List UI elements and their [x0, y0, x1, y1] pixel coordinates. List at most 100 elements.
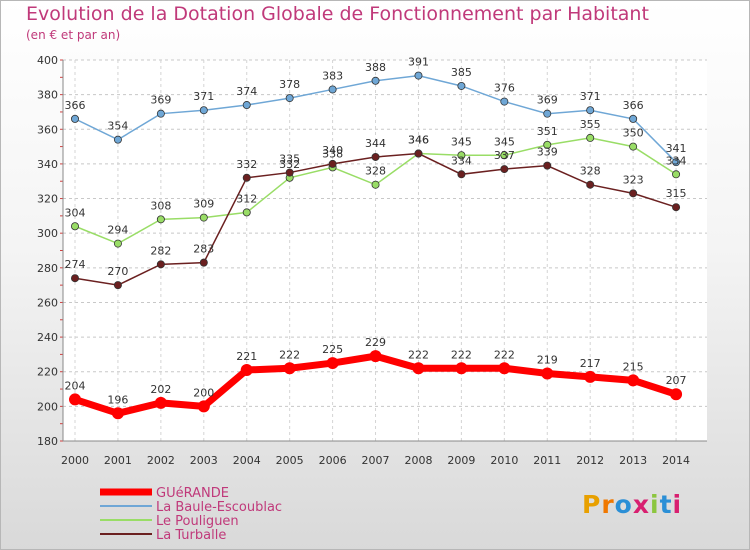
- y-tick-label: 340: [37, 158, 58, 171]
- data-label: 219: [537, 353, 558, 366]
- x-tick-label: 2004: [233, 454, 261, 467]
- x-tick-label: 2007: [362, 454, 390, 467]
- data-point: [285, 168, 294, 177]
- data-label: 217: [580, 357, 601, 370]
- data-label: 334: [451, 154, 472, 167]
- data-label: 294: [107, 224, 128, 237]
- logo-letter: i: [650, 490, 660, 519]
- data-label: 371: [580, 90, 601, 103]
- data-point: [672, 203, 681, 212]
- data-point: [242, 173, 251, 182]
- x-tick-label: 2013: [619, 454, 647, 467]
- data-label: 340: [322, 144, 343, 157]
- data-label: 309: [193, 198, 214, 211]
- data-point: [156, 215, 165, 224]
- x-tick-label: 2008: [404, 454, 432, 467]
- data-label: 376: [494, 82, 515, 95]
- data-label: 345: [451, 135, 472, 148]
- data-point: [371, 180, 380, 189]
- data-label: 202: [150, 383, 171, 396]
- data-label: 366: [65, 99, 86, 112]
- data-label: 351: [537, 125, 558, 138]
- data-point: [113, 135, 122, 144]
- data-point: [69, 393, 81, 406]
- data-label: 371: [193, 90, 214, 103]
- data-point: [113, 239, 122, 248]
- logo-letter: i: [672, 490, 683, 519]
- data-label: 312: [236, 192, 257, 205]
- data-label: 354: [107, 120, 128, 133]
- legend-label: GUéRANDE: [156, 486, 229, 501]
- logo-letter: r: [601, 490, 615, 519]
- data-label: 222: [279, 348, 300, 361]
- y-tick-label: 200: [37, 400, 58, 413]
- data-point: [71, 222, 80, 231]
- data-point: [199, 258, 208, 267]
- data-label: 341: [666, 142, 687, 155]
- x-tick-label: 2011: [533, 454, 561, 467]
- data-label: 328: [365, 165, 386, 178]
- data-label: 369: [537, 94, 558, 107]
- data-point: [369, 350, 382, 363]
- data-point: [543, 109, 552, 118]
- data-point: [285, 94, 294, 103]
- data-label: 332: [279, 158, 300, 171]
- x-tick-label: 2009: [447, 454, 475, 467]
- data-point: [199, 213, 208, 222]
- data-point: [457, 170, 466, 179]
- data-point: [199, 106, 208, 115]
- data-point: [412, 362, 425, 375]
- logo-letter: P: [582, 490, 602, 519]
- y-tick-label: 260: [37, 296, 58, 309]
- data-point: [629, 114, 638, 123]
- data-label: 383: [322, 69, 343, 82]
- data-label: 304: [65, 206, 86, 219]
- data-label: 388: [365, 61, 386, 74]
- legend-label: Le Pouliguen: [156, 514, 239, 529]
- data-point: [500, 165, 509, 174]
- data-label: 385: [451, 66, 472, 79]
- data-point: [500, 151, 509, 160]
- x-tick-label: 2003: [190, 454, 218, 467]
- data-point: [371, 76, 380, 85]
- data-label: 308: [150, 199, 171, 212]
- y-tick-label: 280: [37, 262, 58, 275]
- proxiti-logo: Proxiti: [582, 490, 682, 519]
- data-label: 229: [365, 336, 386, 349]
- data-label: 204: [65, 379, 86, 392]
- data-point: [455, 362, 468, 375]
- data-label: 346: [408, 134, 429, 147]
- data-point: [670, 388, 683, 401]
- data-point: [586, 180, 595, 189]
- data-point: [113, 281, 122, 290]
- data-label: 339: [537, 146, 558, 159]
- data-point: [156, 109, 165, 118]
- data-point: [371, 152, 380, 161]
- x-tick-label: 2010: [490, 454, 518, 467]
- data-point: [500, 97, 509, 106]
- chart-subtitle: (en € et par an): [26, 28, 121, 42]
- data-point: [197, 400, 210, 413]
- x-tick-label: 2005: [276, 454, 304, 467]
- x-tick-label: 2002: [147, 454, 175, 467]
- data-label: 315: [666, 187, 687, 200]
- data-label: 350: [623, 127, 644, 140]
- y-tick-label: 360: [37, 123, 58, 136]
- data-label: 337: [494, 149, 515, 162]
- data-point: [543, 140, 552, 149]
- data-label: 344: [365, 137, 386, 150]
- data-point: [629, 142, 638, 151]
- data-label: 374: [236, 85, 257, 98]
- data-point: [543, 161, 552, 170]
- data-point: [414, 149, 423, 158]
- data-point: [414, 71, 423, 80]
- data-label: 207: [666, 374, 687, 387]
- data-point: [326, 357, 339, 370]
- data-point: [111, 407, 124, 420]
- data-point: [328, 85, 337, 94]
- data-label: 355: [580, 118, 601, 131]
- y-tick-label: 220: [37, 366, 58, 379]
- data-label: 335: [279, 153, 300, 166]
- x-tick-label: 2014: [662, 454, 690, 467]
